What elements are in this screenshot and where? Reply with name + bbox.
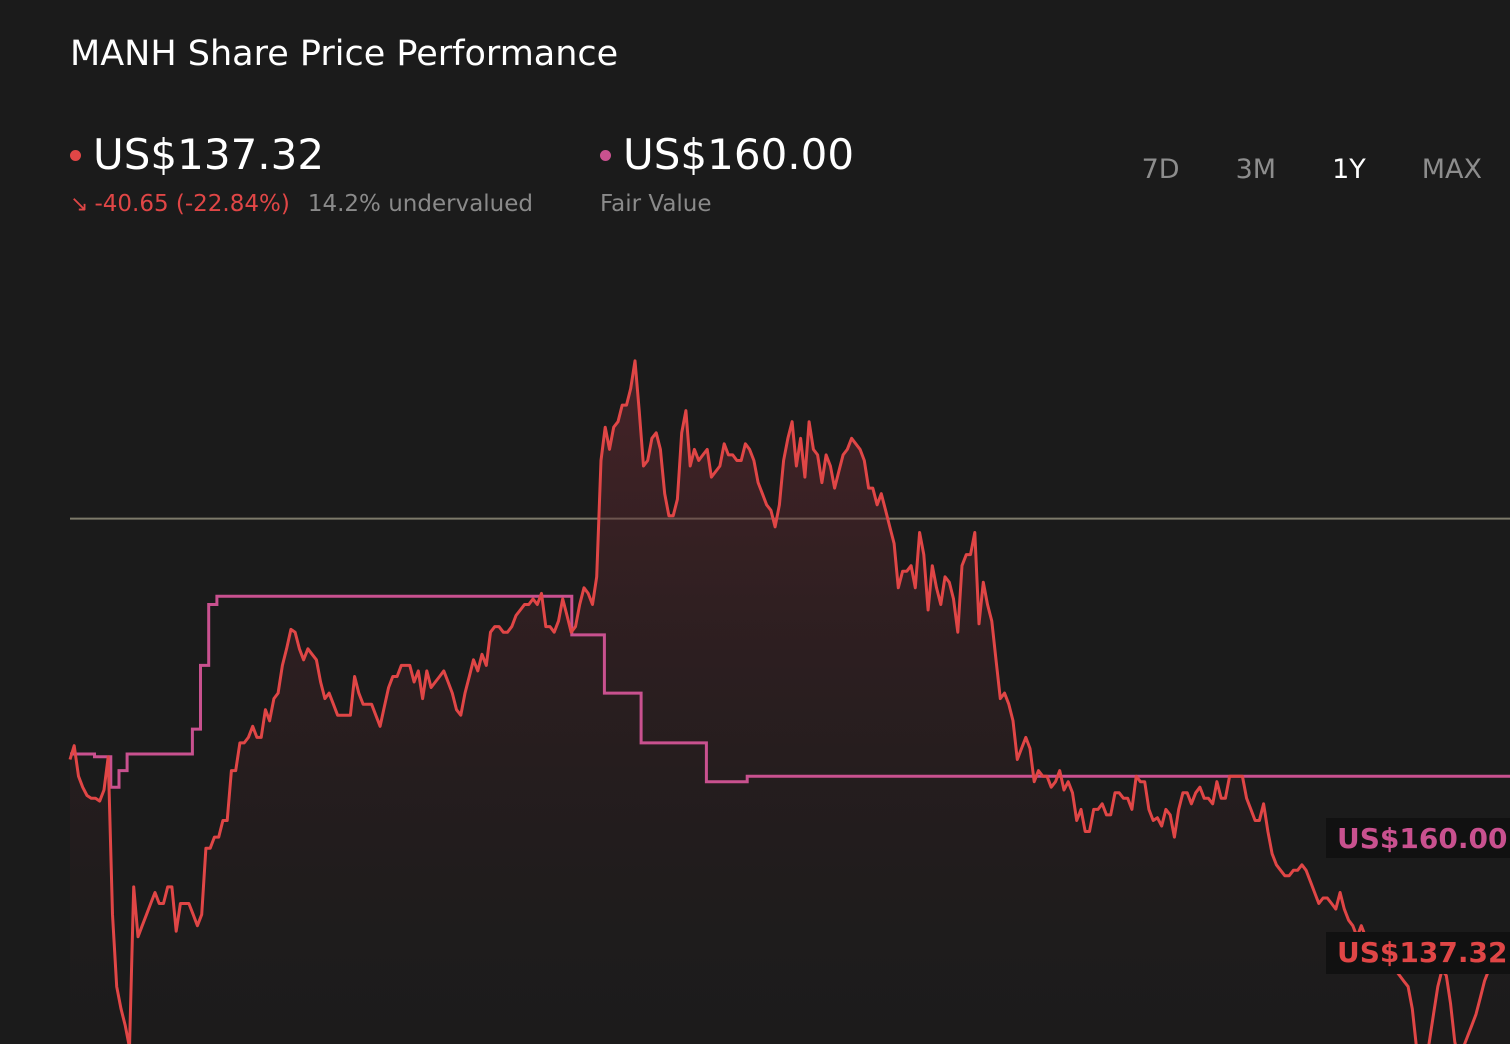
timeframe-tabs: 7D 3M 1Y MAX <box>1086 154 1482 185</box>
fair-value-block: US$160.00 Fair Value <box>600 130 854 217</box>
share-price-line <box>68 359 1510 1044</box>
current-price-block: US$137.32 ↘ -40.65 (-22.84%) 14.2% under… <box>70 130 533 217</box>
fair-value-price: US$160.00 <box>623 130 855 179</box>
tab-1y[interactable]: 1Y <box>1332 154 1366 185</box>
fair-value-line <box>70 594 1510 789</box>
fair-value-end-label: US$160.00 <box>1326 818 1510 858</box>
fair-value-label: Fair Value <box>600 191 712 217</box>
tab-7d[interactable]: 7D <box>1141 154 1180 185</box>
page-title: MANH Share Price Performance <box>70 34 619 74</box>
valuation-text: 14.2% undervalued <box>307 191 534 217</box>
price-dot-icon <box>70 150 81 161</box>
price-area-fill <box>70 360 1510 1044</box>
tab-3m[interactable]: 3M <box>1235 154 1277 185</box>
price-end-label-text: US$137.32 <box>1337 936 1507 969</box>
current-price: US$137.32 <box>93 130 325 179</box>
tab-max[interactable]: MAX <box>1421 154 1482 185</box>
fair-value-dot-icon <box>600 150 611 161</box>
price-change: -40.65 (-22.84%) <box>94 191 290 217</box>
price-end-label: US$137.32 <box>1326 932 1510 974</box>
arrow-down-right-icon: ↘ <box>70 191 89 217</box>
fair-value-end-label-text: US$160.00 <box>1337 822 1507 855</box>
